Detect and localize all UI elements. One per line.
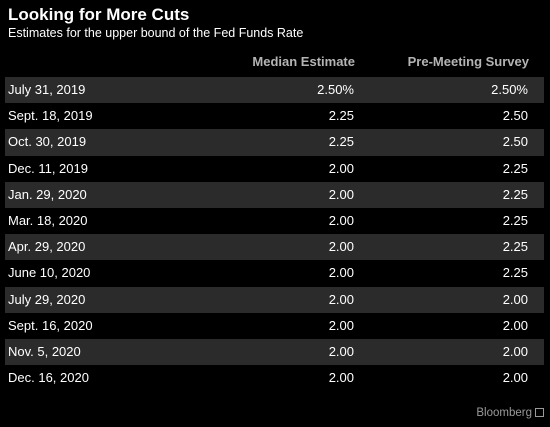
pre-meeting-survey-cell: 2.00	[502, 343, 528, 359]
date-cell: Mar. 18, 2020	[8, 212, 88, 228]
median-estimate-cell: 2.00	[328, 291, 354, 307]
pre-meeting-survey-cell: 2.00	[502, 370, 528, 386]
date-cell: July 29, 2020	[8, 291, 86, 307]
date-cell: Sept. 16, 2020	[8, 317, 93, 333]
table-row: June 10, 2020 2.00 2.25	[5, 260, 544, 286]
pre-meeting-survey-cell: 2.50%	[491, 82, 528, 97]
table-row: July 31, 2019 2.50% 2.50%	[5, 77, 544, 104]
pre-meeting-survey-cell: 2.50	[502, 108, 528, 124]
table-row: Mar. 18, 2020 2.00 2.25	[5, 208, 544, 234]
table-header: Median Estimate Pre-Meeting Survey	[0, 54, 550, 72]
median-estimate-cell: 2.25	[328, 134, 354, 150]
date-cell: June 10, 2020	[8, 265, 91, 281]
date-cell: Jan. 29, 2020	[8, 186, 87, 202]
median-estimate-cell: 2.00	[328, 212, 354, 228]
date-cell: Dec. 11, 2019	[8, 160, 88, 176]
pre-meeting-survey-cell: 2.25	[502, 239, 528, 255]
table-row: Sept. 16, 2020 2.00 2.00	[5, 313, 544, 339]
table-row: Apr. 29, 2020 2.00 2.25	[5, 234, 544, 261]
pre-meeting-survey-cell: 2.25	[502, 186, 528, 202]
table-row: Dec. 11, 2019 2.00 2.25	[5, 156, 544, 182]
table-row: Jan. 29, 2020 2.00 2.25	[5, 181, 544, 208]
column-header-pre-meeting-survey: Pre-Meeting Survey	[407, 54, 529, 69]
pre-meeting-survey-cell: 2.00	[502, 317, 528, 333]
median-estimate-cell: 2.25	[328, 108, 354, 124]
median-estimate-cell: 2.00	[328, 343, 354, 359]
table-body: July 31, 2019 2.50% 2.50% Sept. 18, 2019 2.2…	[5, 77, 544, 391]
date-cell: Oct. 30, 2019	[8, 134, 87, 150]
table-row: July 29, 2020 2.00 2.00	[5, 286, 544, 313]
median-estimate-cell: 2.00	[328, 186, 354, 202]
bloomberg-logo-icon	[535, 408, 544, 417]
source-label: Bloomberg	[476, 407, 532, 419]
date-cell: Sept. 18, 2019	[8, 108, 93, 124]
table-row: Sept. 18, 2019 2.25 2.50	[5, 103, 544, 129]
median-estimate-cell: 2.00	[328, 265, 354, 281]
pre-meeting-survey-cell: 2.00	[502, 291, 528, 307]
median-estimate-cell: 2.00	[328, 160, 354, 176]
median-estimate-cell: 2.50%	[317, 82, 354, 97]
date-cell: Nov. 5, 2020	[8, 343, 81, 359]
column-header-median-estimate: Median Estimate	[252, 54, 355, 69]
median-estimate-cell: 2.00	[328, 239, 354, 255]
source-credit: Bloomberg	[476, 407, 544, 419]
table-row: Nov. 5, 2020 2.00 2.00	[5, 338, 544, 366]
chart-title: Looking for More Cuts	[8, 5, 190, 24]
pre-meeting-survey-cell: 2.25	[502, 212, 528, 228]
date-cell: Apr. 29, 2020	[8, 239, 86, 255]
date-cell: Dec. 16, 2020	[8, 370, 89, 386]
table-row: Dec. 16, 2020 2.00 2.00	[5, 365, 544, 391]
table-row: Oct. 30, 2019 2.25 2.50	[5, 129, 544, 156]
pre-meeting-survey-cell: 2.25	[502, 265, 528, 281]
pre-meeting-survey-cell: 2.25	[502, 160, 528, 176]
median-estimate-cell: 2.00	[328, 370, 354, 386]
pre-meeting-survey-cell: 2.50	[502, 134, 528, 150]
median-estimate-cell: 2.00	[328, 317, 354, 333]
date-cell: July 31, 2019	[8, 82, 86, 97]
chart-subtitle: Estimates for the upper bound of the Fed…	[8, 26, 304, 40]
